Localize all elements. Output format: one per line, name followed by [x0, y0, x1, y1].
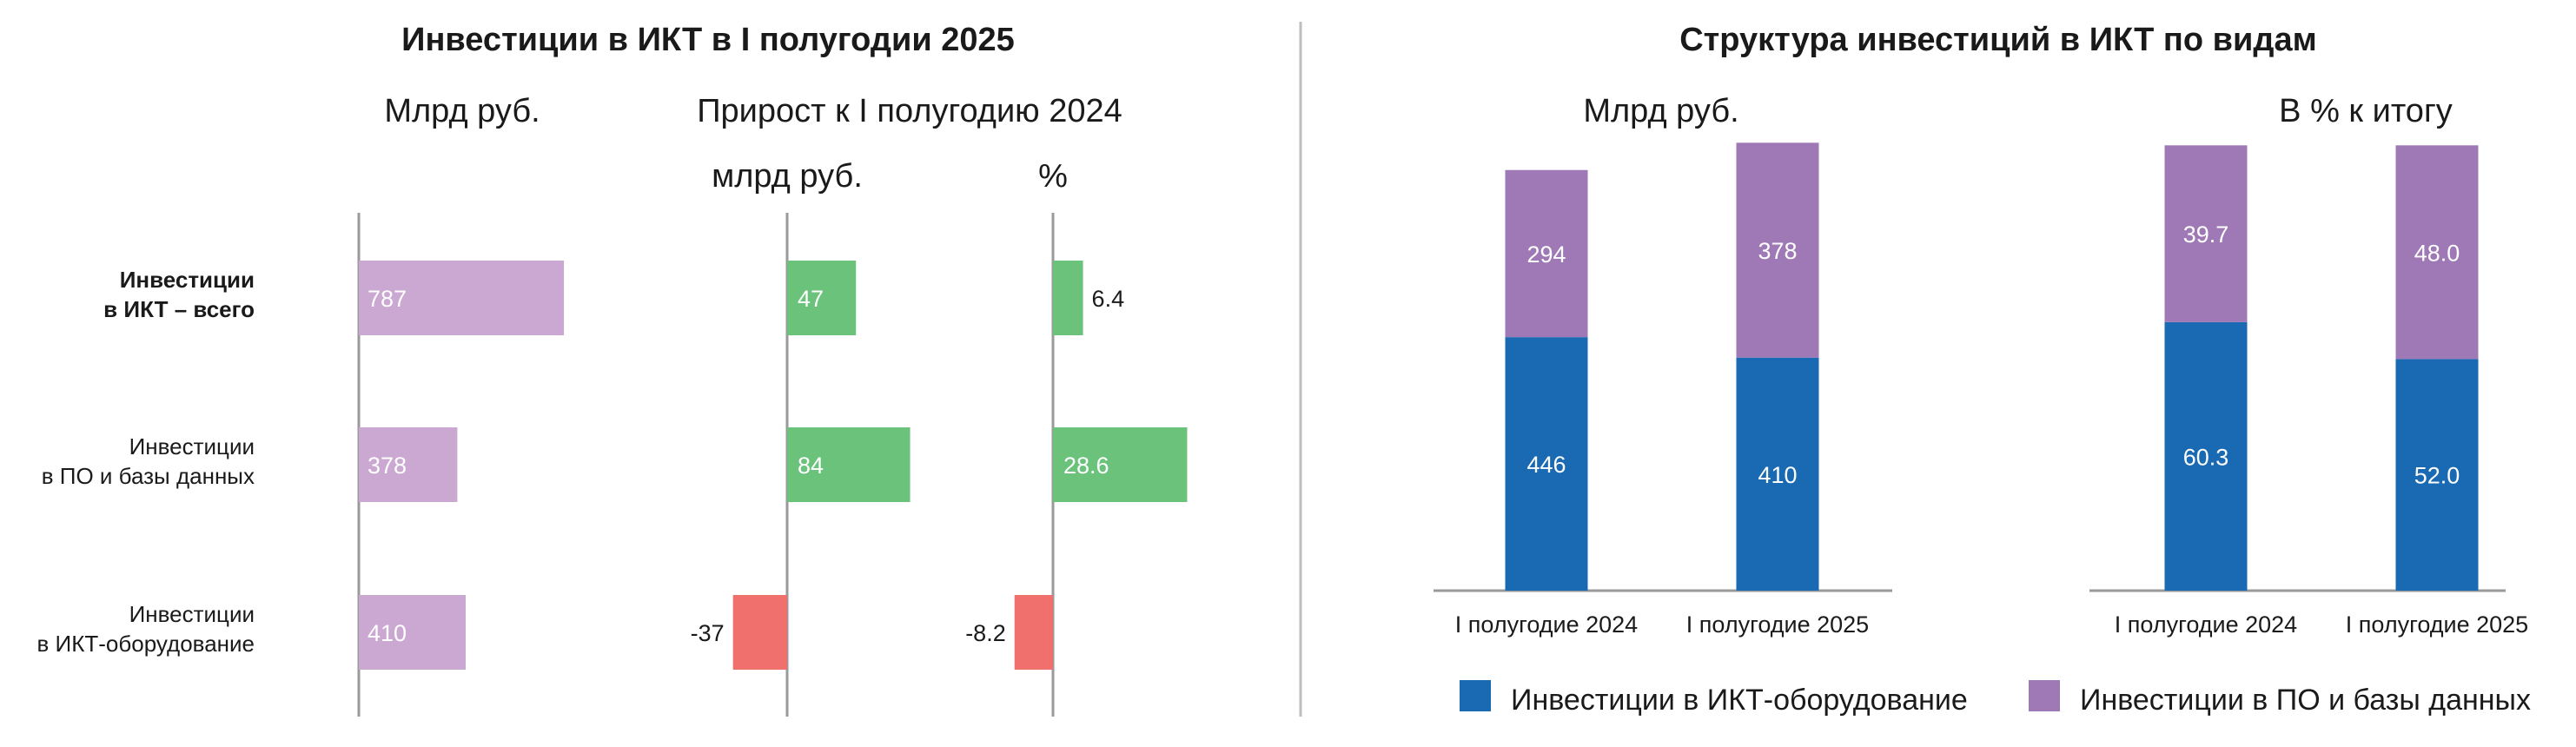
bar-value-label: 28.6 [1063, 453, 1109, 479]
bar-value-label: -8.2 [965, 620, 1006, 646]
segment-value-label: 294 [1526, 241, 1566, 268]
legend-swatch-software [2029, 680, 2060, 711]
segment-value-label: 48.0 [2414, 240, 2460, 266]
legend-label: Инвестиции в ПО и базы данных [2080, 684, 2531, 717]
segment-value-label: 39.7 [2183, 221, 2229, 248]
bar-value-label: 84 [798, 453, 824, 479]
bar-value-label: 787 [368, 286, 407, 312]
bar-total-bn-rub [359, 261, 565, 335]
bar-segment-hardware [1736, 357, 1819, 591]
growth-group-title: Прирост к I полугодию 2024 [697, 93, 1122, 129]
x-tick-label: I полугодие 2024 [1455, 611, 1638, 638]
bar-growth-bn-rub [787, 427, 911, 502]
segment-value-label: 60.3 [2183, 444, 2229, 470]
panel-title-growth-bn: млрд руб. [712, 158, 863, 195]
stacked-pct-title: В % к итогу [2279, 93, 2453, 129]
bar-value-label: 410 [368, 620, 407, 646]
bar-segment-software [2164, 145, 2248, 322]
bar-segment-software [1505, 169, 1588, 338]
x-tick-label: I полугодие 2025 [1686, 611, 1869, 638]
segment-value-label: 378 [1758, 238, 1797, 264]
category-label: Инвестиции [129, 601, 255, 627]
x-tick-label: I полугодие 2025 [2346, 611, 2528, 638]
bar-segment-hardware [1505, 337, 1588, 591]
x-tick-label: I полугодие 2024 [2115, 611, 2297, 638]
panel-title-bn-rub: Млрд руб. [384, 93, 540, 129]
category-label: Инвестиции [129, 433, 255, 459]
bar-segment-software [1736, 142, 1819, 358]
bar-value-label: -37 [691, 620, 725, 646]
bar-growth-pct [1053, 427, 1188, 502]
segment-value-label: 52.0 [2414, 463, 2460, 489]
segment-value-label: 410 [1758, 462, 1797, 488]
category-label: в ПО и базы данных [42, 463, 255, 489]
bar-total-bn-rub [359, 427, 458, 502]
bar-growth-bn-rub [732, 595, 787, 670]
left-chart-title: Инвестиции в ИКТ в I полугодии 2025 [401, 22, 1015, 58]
bar-growth-bn-rub [787, 261, 857, 335]
bar-segment-hardware [2395, 359, 2479, 591]
bar-segment-software [2395, 145, 2479, 360]
category-label: в ИКТ-оборудование [37, 631, 255, 657]
right-chart-title: Структура инвестиций в ИКТ по видам [1679, 22, 2317, 58]
bar-value-label: 47 [798, 286, 824, 312]
segment-value-label: 446 [1526, 452, 1566, 478]
panel-title-growth-pct: % [1038, 158, 1068, 195]
bar-segment-hardware [2164, 321, 2248, 591]
category-label: Инвестиции [120, 267, 255, 293]
category-label: в ИКТ – всего [103, 296, 255, 322]
bar-total-bn-rub [359, 595, 466, 670]
bar-growth-pct [1014, 595, 1053, 670]
legend-label: Инвестиции в ИКТ-оборудование [1511, 684, 1968, 717]
bar-growth-pct [1053, 261, 1083, 335]
stacked-bn-rub-title: Млрд руб. [1583, 93, 1738, 129]
bar-value-label: 6.4 [1092, 286, 1125, 312]
bar-value-label: 378 [368, 453, 407, 479]
legend-swatch-hardware [1460, 680, 1491, 711]
